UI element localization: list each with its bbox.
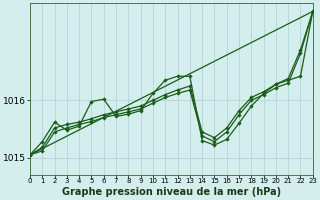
X-axis label: Graphe pression niveau de la mer (hPa): Graphe pression niveau de la mer (hPa) <box>62 187 281 197</box>
